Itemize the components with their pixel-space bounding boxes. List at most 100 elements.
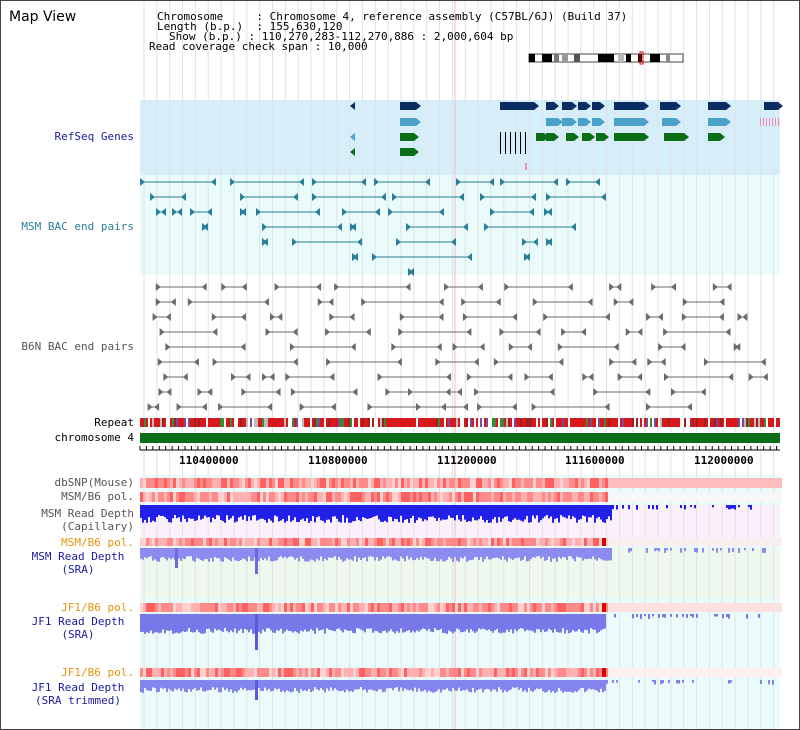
chromosome-label: Chromosome	[157, 10, 224, 23]
repeat-segment	[524, 418, 526, 427]
bac-end-marker	[241, 208, 246, 216]
polymorphism-cell	[569, 538, 572, 546]
read-depth-bar	[186, 505, 188, 522]
polymorphism-cell	[383, 492, 386, 502]
read-depth-bar	[692, 614, 694, 618]
polymorphism-cell	[215, 478, 218, 488]
track-label-jf1-b6-pol-1[interactable]: JF1/B6 pol.	[61, 601, 134, 614]
polymorphism-cell	[602, 478, 605, 488]
read-depth-bar	[266, 505, 268, 523]
read-depth-bar	[722, 614, 724, 619]
read-depth-bar	[262, 614, 264, 630]
polymorphism-cell	[614, 603, 617, 612]
track-label-refseq-genes[interactable]: RefSeq Genes	[54, 130, 134, 143]
read-depth-bar	[156, 614, 158, 633]
polymorphism-cell	[629, 603, 632, 612]
polymorphism-cell	[764, 478, 767, 488]
track-label-jf1-depth-sra-1[interactable]: JF1 Read Depth	[31, 615, 125, 628]
track-label-msm-bac[interactable]: MSM BAC end pairs	[21, 220, 134, 233]
bac-end-marker	[637, 328, 643, 336]
read-depth-bar	[328, 505, 330, 520]
read-depth-bar	[322, 680, 324, 690]
polymorphism-cell	[674, 478, 677, 488]
polymorphism-cell	[356, 603, 359, 612]
read-depth-bar	[278, 680, 280, 689]
polymorphism-cell	[422, 668, 425, 677]
read-depth-bar	[572, 505, 574, 517]
read-depth-bar	[652, 505, 654, 510]
read-depth-bar	[528, 548, 530, 561]
polymorphism-cell	[248, 492, 251, 502]
read-depth-bar	[456, 680, 458, 691]
read-depth-bar	[296, 614, 298, 633]
track-label-b6n-bac[interactable]: B6N BAC end pairs	[21, 340, 134, 353]
track-label-jf1-depth-trim-1[interactable]: JF1 Read Depth	[31, 681, 125, 694]
bac-end-marker	[457, 388, 462, 396]
repeat-segment	[290, 418, 292, 427]
read-depth-bar	[412, 548, 414, 561]
read-depth-bar	[556, 548, 558, 562]
read-depth-bar	[392, 680, 394, 691]
polymorphism-cell	[170, 603, 173, 612]
repeat-segment	[236, 418, 238, 427]
repeat-segment	[376, 418, 378, 427]
read-depth-bar	[472, 548, 474, 560]
polymorphism-cell	[341, 478, 344, 488]
read-depth-bar	[216, 548, 218, 559]
polymorphism-cell	[503, 478, 506, 488]
read-depth-bar	[622, 505, 624, 509]
polymorphism-cell	[416, 603, 419, 612]
polymorphism-cell	[692, 538, 695, 546]
polymorphism-cell	[272, 538, 275, 546]
repeat-segment	[492, 418, 494, 427]
polymorphism-cell	[188, 603, 191, 612]
polymorphism-cell	[290, 603, 293, 612]
polymorphism-cell	[737, 478, 740, 488]
read-depth-bar	[404, 548, 406, 562]
polymorphism-cell	[230, 538, 233, 546]
chromosome-ideogram[interactable]	[526, 50, 688, 66]
polymorphism-cell	[608, 668, 611, 677]
polymorphism-cell	[413, 492, 416, 502]
track-label-msm-b6-pol-1[interactable]: MSM/B6 pol.	[61, 490, 134, 503]
read-depth-bar	[494, 548, 496, 558]
read-depth-bar	[230, 680, 232, 690]
polymorphism-cell	[350, 668, 353, 677]
track-label-dbsnp[interactable]: dbSNP(Mouse)	[54, 476, 134, 489]
bac-end-marker	[726, 283, 732, 291]
polymorphism-cell	[659, 668, 662, 677]
repeat-segment	[488, 418, 490, 427]
polymorphism-cell	[623, 478, 626, 488]
read-depth-bar	[184, 548, 186, 560]
polymorphism-cell	[668, 668, 671, 677]
read-depth-bar	[320, 614, 322, 631]
track-label-msm-depth-sra-1[interactable]: MSM Read Depth	[31, 550, 125, 563]
track-label-msm-depth-capillary-1[interactable]: MSM Read Depth	[41, 507, 134, 520]
read-depth-bar	[196, 505, 198, 521]
polymorphism-cell	[185, 492, 188, 502]
read-depth-bar	[382, 505, 384, 522]
polymorphism-cell	[452, 478, 455, 488]
track-label-jf1-b6-pol-2[interactable]: JF1/B6 pol.	[61, 666, 134, 679]
polymorphism-cell	[389, 478, 392, 488]
repeat-segment	[718, 418, 720, 427]
polymorphism-cell	[197, 538, 200, 546]
repeat-segment	[304, 418, 306, 427]
track-label-jf1-depth-sra-2: (SRA)	[61, 628, 95, 641]
polymorphism-cell	[377, 603, 380, 612]
read-depth-bar	[554, 505, 556, 519]
read-depth-bar	[288, 548, 290, 558]
repeat-segment	[546, 418, 548, 427]
read-depth-bar	[290, 548, 292, 557]
read-depth-bar	[388, 614, 390, 632]
read-depth-bar	[318, 505, 320, 517]
gene-tick	[772, 118, 773, 126]
polymorphism-cell	[638, 538, 641, 546]
polymorphism-cell	[359, 492, 362, 502]
read-depth-bar	[598, 548, 600, 559]
track-label-msm-b6-pol-2[interactable]: MSM/B6 pol.	[61, 536, 134, 549]
read-depth-bar	[426, 505, 428, 521]
repeat-segment	[532, 418, 534, 427]
repeat-segment	[396, 418, 398, 427]
